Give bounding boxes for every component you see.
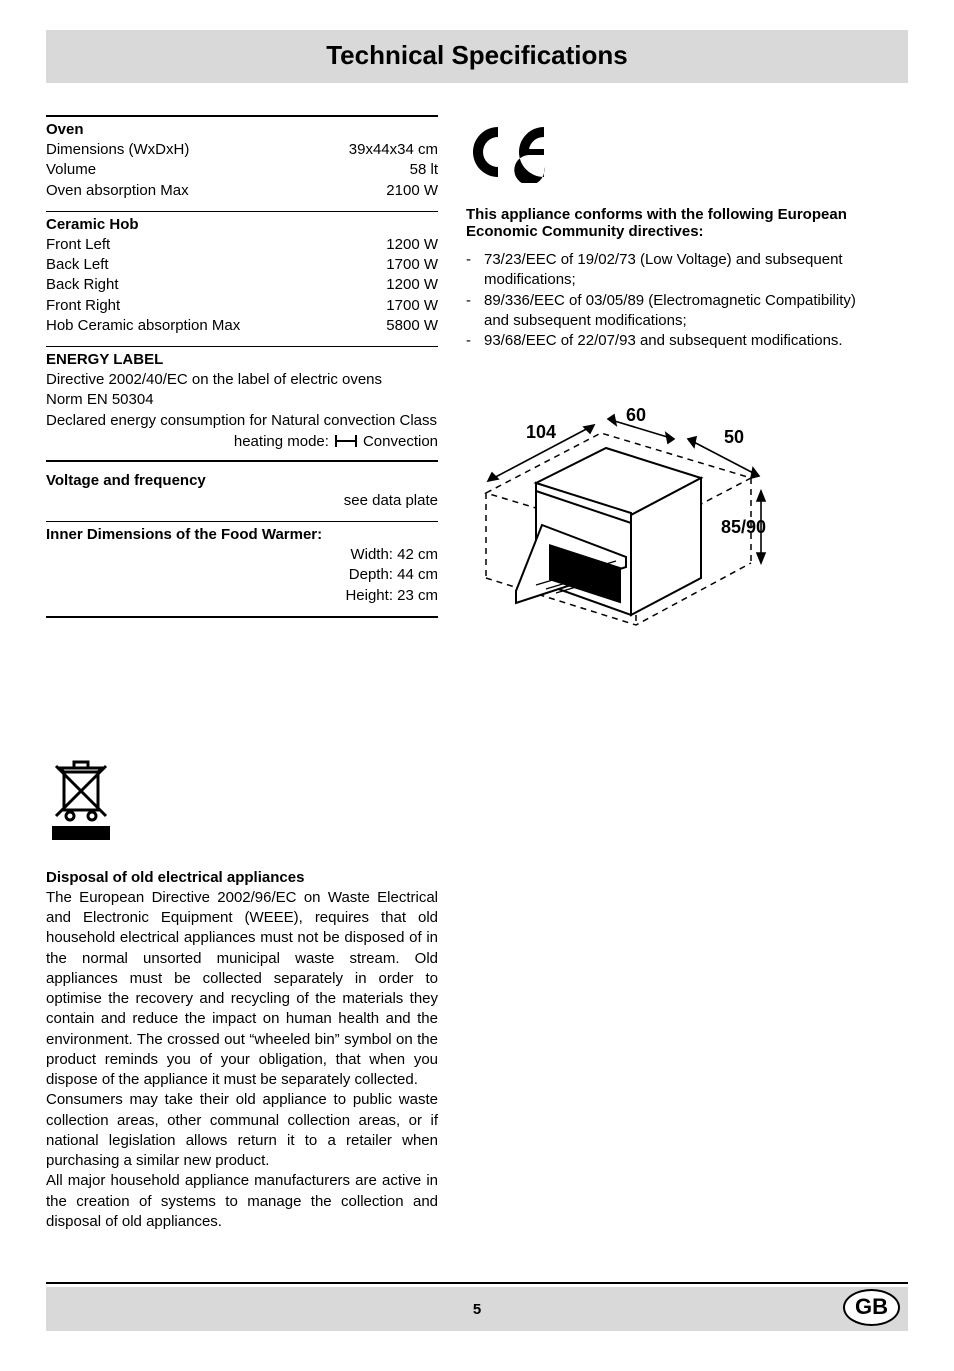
energy-text: Norm EN 50304 [46,390,438,410]
dim-label-back: 104 [526,422,556,442]
directive-list: -73/23/EEC of 19/02/73 (Low Voltage) and… [466,250,858,351]
country-badge: GB [843,1289,900,1326]
right-column: This appliance conforms with the followi… [466,115,858,1242]
disposal-text: Consumers may take their old appliance t… [46,1090,438,1171]
hob-section: Ceramic Hob Front Left1200 W Back Left17… [46,216,438,336]
page-footer: 5 GB [46,1282,908,1331]
table-row: Oven absorption Max2100 W [46,181,438,201]
convection-icon [335,435,357,447]
table-row: Back Right1200 W [46,275,438,295]
list-item: -93/68/EEC of 22/07/93 and subsequent mo… [466,331,858,351]
heating-mode: heating mode: Convection [46,433,438,450]
table-row: Volume58 lt [46,160,438,180]
energy-heading: ENERGY LABEL [46,351,438,368]
page-number: 5 [473,1301,481,1318]
ce-mark-icon [466,121,858,188]
table-row: Depth: 44 cm [46,565,438,585]
dimension-diagram: 104 60 50 85/90 [466,363,858,648]
weee-bin-icon [46,758,116,853]
energy-text: Directive 2002/40/EC on the label of ele… [46,370,438,390]
table-row: Hob Ceramic absorption Max5800 W [46,316,438,336]
table-row: Height: 23 cm [46,586,438,606]
warmer-heading: Inner Dimensions of the Food Warmer: [46,526,438,543]
voltage-heading: Voltage and frequency [46,472,438,489]
list-item: -73/23/EEC of 19/02/73 (Low Voltage) and… [466,250,858,291]
warmer-section: Inner Dimensions of the Food Warmer: Wid… [46,526,438,606]
content-columns: Oven Dimensions (WxDxH)39x44x34 cm Volum… [46,115,908,1242]
table-row: Front Right1700 W [46,296,438,316]
left-column: Oven Dimensions (WxDxH)39x44x34 cm Volum… [46,115,438,1242]
table-row: Width: 42 cm [46,545,438,565]
voltage-section: Voltage and frequency see data plate [46,466,438,511]
ce-intro: This appliance conforms with the followi… [466,206,858,240]
energy-section: ENERGY LABEL Directive 2002/40/EC on the… [46,351,438,450]
table-row: Dimensions (WxDxH)39x44x34 cm [46,140,438,160]
disposal-heading: Disposal of old electrical appliances [46,869,438,886]
oven-section: Oven Dimensions (WxDxH)39x44x34 cm Volum… [46,121,438,201]
dim-label-height: 85/90 [721,517,766,537]
table-row: Front Left1200 W [46,235,438,255]
energy-text: Declared energy consumption for Natural … [46,411,438,431]
table-row: Back Left1700 W [46,255,438,275]
list-item: -89/336/EEC of 03/05/89 (Electromagnetic… [466,291,858,332]
page-title: Technical Specifications [46,30,908,83]
disposal-text: All major household appliance manufactur… [46,1171,438,1232]
dim-label-top: 60 [626,405,646,425]
voltage-value: see data plate [46,491,438,511]
hob-heading: Ceramic Hob [46,216,438,233]
disposal-text: The European Directive 2002/96/EC on Was… [46,888,438,1091]
disposal-section: Disposal of old electrical appliances Th… [46,869,438,1232]
dim-label-side: 50 [724,427,744,447]
oven-heading: Oven [46,121,438,138]
